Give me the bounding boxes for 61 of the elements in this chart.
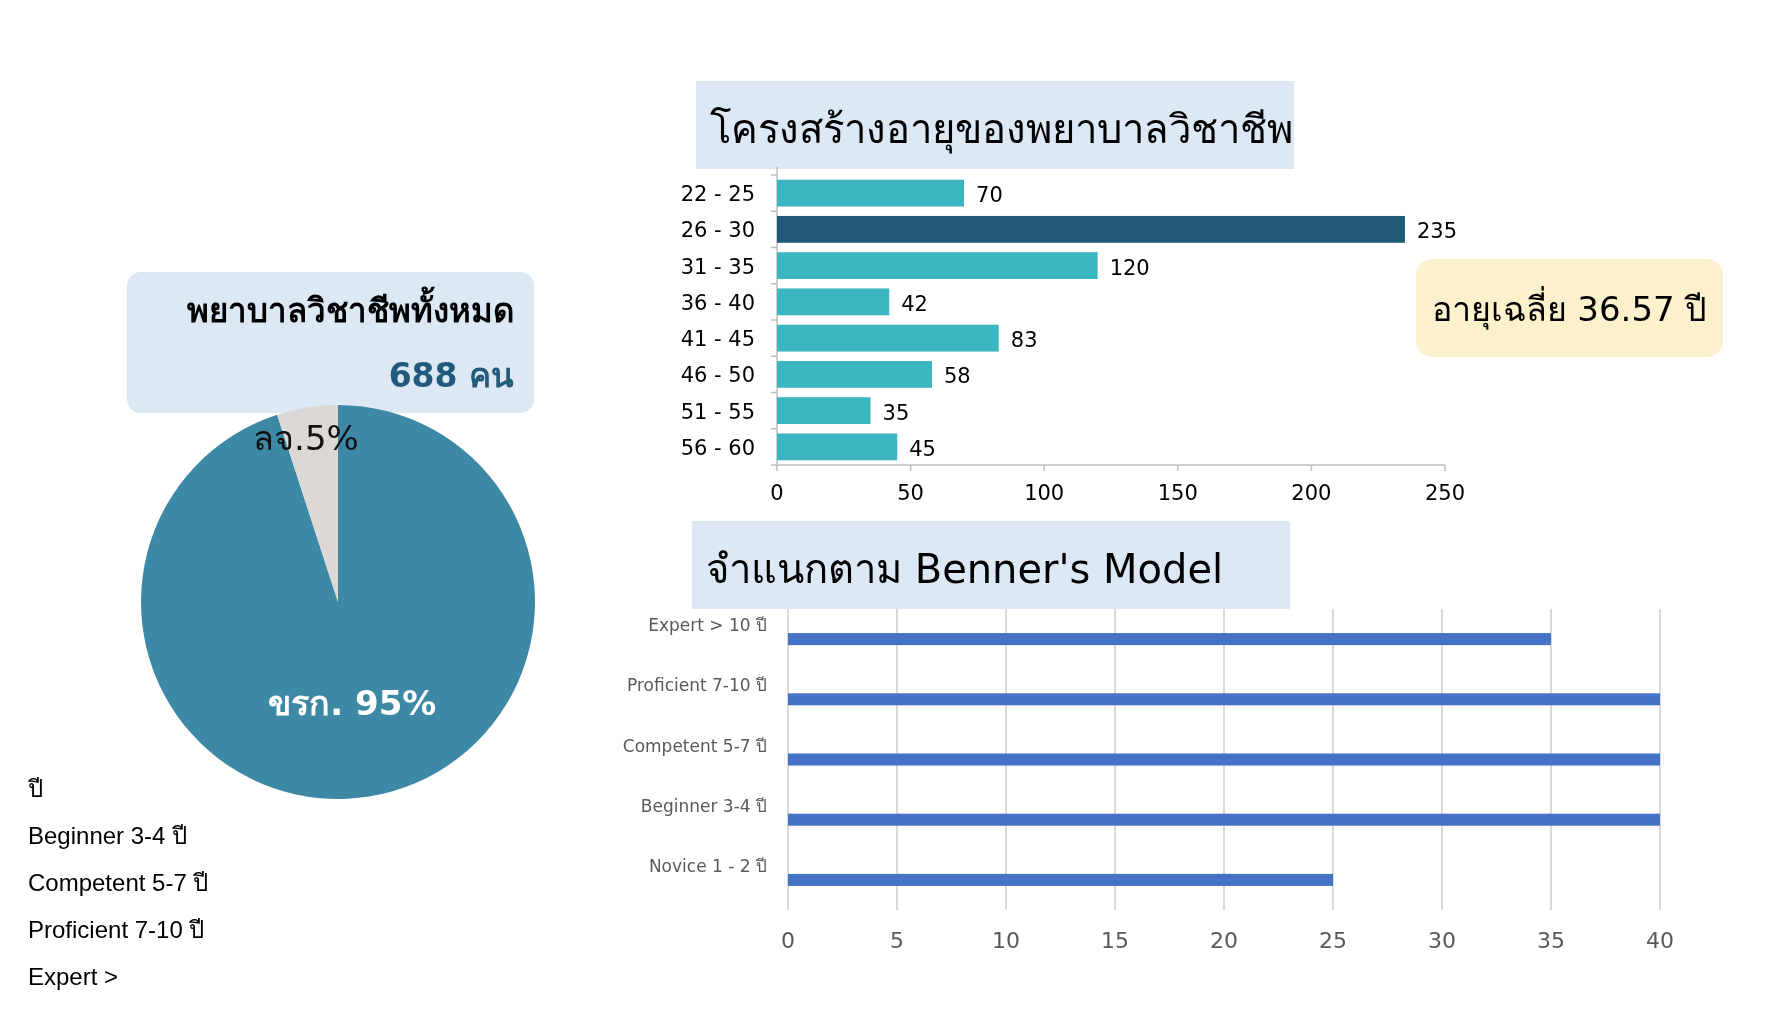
- chart-title: โครงสร้างอายุของพยาบาลวิชาชีพ: [710, 106, 1293, 154]
- bar: [777, 288, 890, 316]
- y-tick-label: 36 - 40: [680, 290, 755, 315]
- text: Expert >: [28, 963, 119, 990]
- x-tick-label: 0: [781, 928, 795, 953]
- chart-title: จำแนกตาม Benner's Model: [706, 546, 1224, 592]
- y-tick-label: 26 - 30: [680, 218, 755, 243]
- y-tick-label: Competent 5-7 ปี: [622, 735, 767, 756]
- x-tick-label: 5: [890, 928, 904, 953]
- bar: [777, 252, 1098, 280]
- y-tick-label: 22 - 25: [680, 182, 755, 207]
- bar: [788, 633, 1551, 646]
- data-label: 120: [1109, 255, 1150, 280]
- text: Proficient 7-10 ปี: [28, 916, 205, 943]
- text: ปี: [27, 775, 43, 802]
- x-tick-label: 15: [1101, 928, 1129, 953]
- data-label: 35: [882, 400, 910, 425]
- bar: [777, 215, 1405, 243]
- bar: [788, 753, 1660, 766]
- chart-subtitle: 688 คน: [388, 356, 514, 395]
- x-tick-label: 35: [1537, 928, 1565, 953]
- y-tick-label: Novice 1 - 2 ปี: [648, 855, 767, 876]
- y-tick-label: Proficient 7-10 ปี: [626, 675, 767, 696]
- x-tick-label: 20: [1210, 928, 1238, 953]
- bar: [788, 873, 1333, 886]
- x-tick-label: 10: [992, 928, 1020, 953]
- y-tick-label: 51 - 55: [680, 399, 755, 424]
- data-label: 70: [976, 183, 1003, 208]
- bar: [777, 324, 999, 352]
- data-label: 235: [1416, 219, 1458, 244]
- bar: [788, 813, 1660, 826]
- bar: [777, 360, 932, 388]
- bar: [777, 433, 898, 461]
- bar: [777, 397, 871, 425]
- data-label: 42: [901, 291, 928, 316]
- y-tick-label: 56 - 60: [680, 435, 755, 460]
- y-tick-label: Expert > 10 ปี: [648, 615, 767, 636]
- data-label: 83: [1010, 328, 1038, 353]
- data-label: 45: [909, 436, 936, 461]
- annotation: อายุเฉลี่ย 36.57 ปี: [1431, 286, 1708, 330]
- x-tick-label: 100: [1024, 481, 1065, 505]
- x-tick-label: 25: [1319, 928, 1347, 953]
- pie-slice: [141, 405, 535, 799]
- bar: [777, 179, 965, 207]
- y-tick-label: 46 - 50: [680, 363, 755, 388]
- y-tick-label: 31 - 35: [680, 254, 755, 279]
- text: Competent 5-7 ปี: [28, 869, 209, 896]
- text: Beginner 3-4 ปี: [28, 822, 188, 849]
- bar: [788, 693, 1660, 706]
- y-tick-label: Beginner 3-4 ปี: [640, 795, 767, 816]
- x-tick-label: 0: [770, 481, 784, 505]
- data-label: 58: [943, 364, 971, 389]
- y-tick-label: 41 - 45: [680, 327, 755, 352]
- x-tick-label: 50: [897, 481, 924, 505]
- x-tick-label: 40: [1646, 928, 1674, 953]
- x-tick-label: 200: [1291, 481, 1332, 505]
- x-tick-label: 250: [1424, 481, 1466, 505]
- slice-label: ขรก. 95%: [268, 682, 437, 723]
- chart-title: พยาบาลวิชาชีพทั้งหมด: [187, 286, 514, 330]
- x-tick-label: 150: [1157, 481, 1198, 505]
- x-tick-label: 30: [1428, 928, 1456, 953]
